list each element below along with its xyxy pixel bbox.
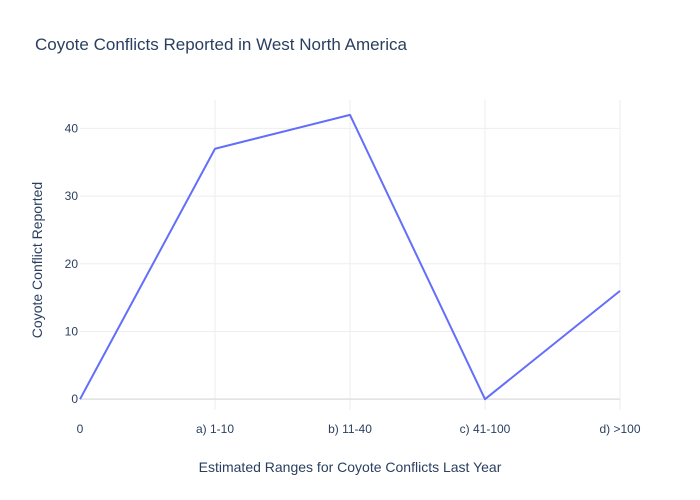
series-lines xyxy=(79,113,621,401)
y-tick-label: 0 xyxy=(71,392,78,406)
y-tick-labels: 0 10 20 30 40 xyxy=(65,121,79,406)
x-tick-labels: 0 a) 1-10 b) 11-40 c) 41-100 d) >100 xyxy=(77,422,641,436)
y-axis-title: Coyote Conflict Reported xyxy=(29,182,45,338)
x-tick-label: c) 41-100 xyxy=(460,422,511,436)
x-tick-label: d) >100 xyxy=(599,422,640,436)
grid-lines xyxy=(80,100,621,410)
y-tick-label: 10 xyxy=(65,324,79,338)
y-tick-label: 20 xyxy=(65,257,79,271)
chart-title: Coyote Conflicts Reported in West North … xyxy=(35,35,407,54)
x-tick-label: b) 11-40 xyxy=(328,422,372,436)
y-tick-label: 30 xyxy=(65,189,79,203)
x-axis-title: Estimated Ranges for Coyote Conflicts La… xyxy=(199,459,502,475)
x-tick-label: a) 1-10 xyxy=(196,422,234,436)
x-tick-label: 0 xyxy=(77,422,84,436)
y-tick-label: 40 xyxy=(65,121,79,135)
